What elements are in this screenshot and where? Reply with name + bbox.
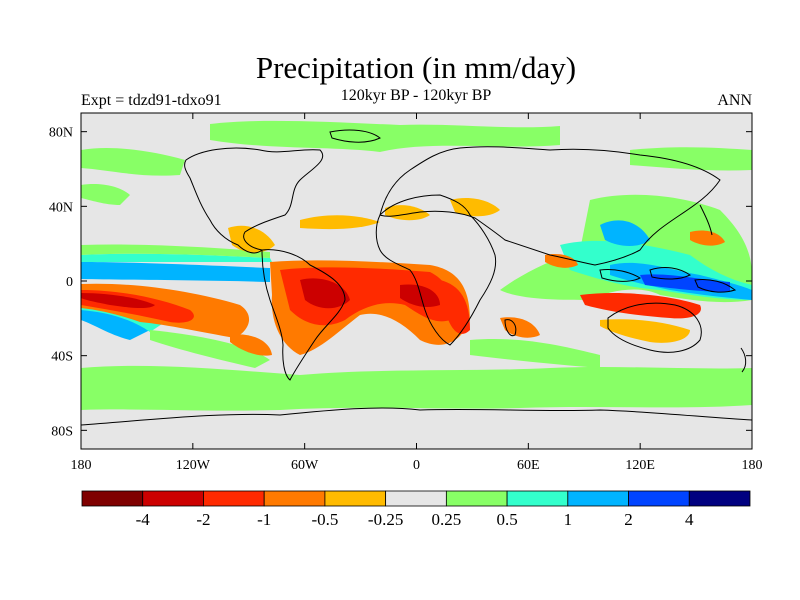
axis-ticks: 80N 40N 0 40S 80S 180 120W 60W 0 60E 120E 180 bbox=[49, 113, 763, 473]
lat-label: 80N bbox=[49, 126, 73, 141]
dry-region-indian-ocean bbox=[580, 293, 701, 319]
wet-region-south-indian bbox=[470, 339, 600, 368]
colorbar-label: -0.25 bbox=[368, 510, 403, 529]
dry-region-middle-east bbox=[450, 198, 500, 217]
wet-region-south-pacific-mid bbox=[150, 330, 270, 368]
dry-region-bay-of-bengal bbox=[545, 254, 578, 268]
colorbar-label: -1 bbox=[257, 510, 271, 529]
lon-label: 120W bbox=[176, 458, 211, 473]
lat-label: 80S bbox=[51, 424, 73, 439]
africa-coast bbox=[375, 194, 497, 346]
dry-region-south-pacific-east bbox=[230, 334, 272, 356]
wet-region-itcz-north bbox=[81, 253, 272, 262]
dry-region-east-pacific-strong bbox=[81, 293, 155, 309]
lat-label: 40S bbox=[51, 350, 73, 365]
dry-region-central-america bbox=[228, 225, 275, 253]
madagascar-coast bbox=[504, 319, 517, 337]
colorbar-swatch bbox=[263, 490, 326, 507]
greenland-coast bbox=[329, 129, 381, 143]
australia-coast bbox=[607, 302, 702, 353]
wet-region-itcz-edge bbox=[81, 244, 270, 258]
wet-region-south-pacific bbox=[81, 305, 150, 340]
colorbar-label: 0.5 bbox=[496, 510, 517, 529]
dry-region-sahara bbox=[385, 205, 430, 221]
colorbar-label: -0.5 bbox=[311, 510, 338, 529]
season-label: ANN bbox=[717, 92, 752, 109]
colorbar-swatch bbox=[688, 490, 751, 507]
lon-label: 120E bbox=[625, 458, 655, 473]
colorbar-swatch bbox=[506, 490, 569, 507]
dry-region-nw-pacific bbox=[690, 230, 725, 246]
colorbar-swatch bbox=[628, 490, 690, 507]
colorbar-label: -2 bbox=[196, 510, 210, 529]
coastlines bbox=[81, 129, 752, 426]
lon-label: 60W bbox=[291, 458, 319, 473]
colorbar-label: 1 bbox=[564, 510, 573, 529]
dry-region-east-africa bbox=[440, 280, 470, 334]
wet-region-itcz-east-pacific bbox=[81, 262, 270, 282]
colorbar-label: 0.25 bbox=[431, 510, 461, 529]
colorbar-label: 2 bbox=[624, 510, 633, 529]
japan-coast bbox=[699, 204, 713, 236]
new-zealand-coast bbox=[740, 347, 747, 373]
colorbar-swatch bbox=[567, 490, 629, 507]
dry-region-amazon-strong bbox=[300, 278, 350, 309]
wet-region-siberia bbox=[630, 147, 752, 171]
north-america-coast bbox=[184, 147, 323, 254]
colorbar-swatch bbox=[385, 490, 447, 507]
dry-region-madagascar bbox=[500, 317, 540, 338]
wet-region-pacific-nw bbox=[81, 184, 130, 205]
wet-region-north-pacific bbox=[81, 148, 185, 176]
colorbar-label: -4 bbox=[136, 510, 151, 529]
dry-region-australia bbox=[600, 319, 690, 343]
wet-region-china bbox=[600, 220, 650, 246]
colorbar-swatch bbox=[445, 490, 508, 507]
antarctica-coast bbox=[81, 407, 752, 426]
borneo-coast bbox=[649, 267, 691, 280]
lon-label: 180 bbox=[71, 458, 92, 473]
eurasia-coast bbox=[379, 146, 721, 266]
lon-label: 60E bbox=[517, 458, 540, 473]
south-america-coast bbox=[261, 249, 346, 381]
lat-label: 0 bbox=[66, 275, 73, 290]
colorbar-swatch bbox=[324, 490, 387, 507]
colorbar-swatch bbox=[203, 490, 265, 507]
colorbar-label: 4 bbox=[685, 510, 694, 529]
lon-label: 0 bbox=[413, 458, 420, 473]
colorbar-swatch bbox=[142, 490, 204, 507]
new-guinea-coast bbox=[694, 279, 737, 293]
dry-region-north-atlantic bbox=[300, 215, 380, 230]
dry-region-africa-strong bbox=[400, 284, 440, 308]
wet-region-arctic bbox=[210, 120, 560, 152]
map-subtitle: 120kyr BP - 120kyr BP bbox=[340, 87, 492, 104]
sumatra-coast bbox=[599, 269, 642, 282]
colorbar-swatch bbox=[81, 490, 144, 507]
wet-region-southern-ocean bbox=[81, 365, 752, 411]
colorbar: -4 -2 -1 -0.5 -0.25 0.25 0.5 1 2 4 bbox=[81, 490, 751, 529]
page-title: Precipitation (in mm/day) bbox=[255, 50, 577, 85]
experiment-label: Expt = tdzd91-tdxo91 bbox=[81, 92, 222, 109]
lon-label: 180 bbox=[742, 458, 763, 473]
precipitation-anomaly-layer bbox=[81, 120, 752, 411]
lat-label: 40N bbox=[49, 200, 73, 215]
